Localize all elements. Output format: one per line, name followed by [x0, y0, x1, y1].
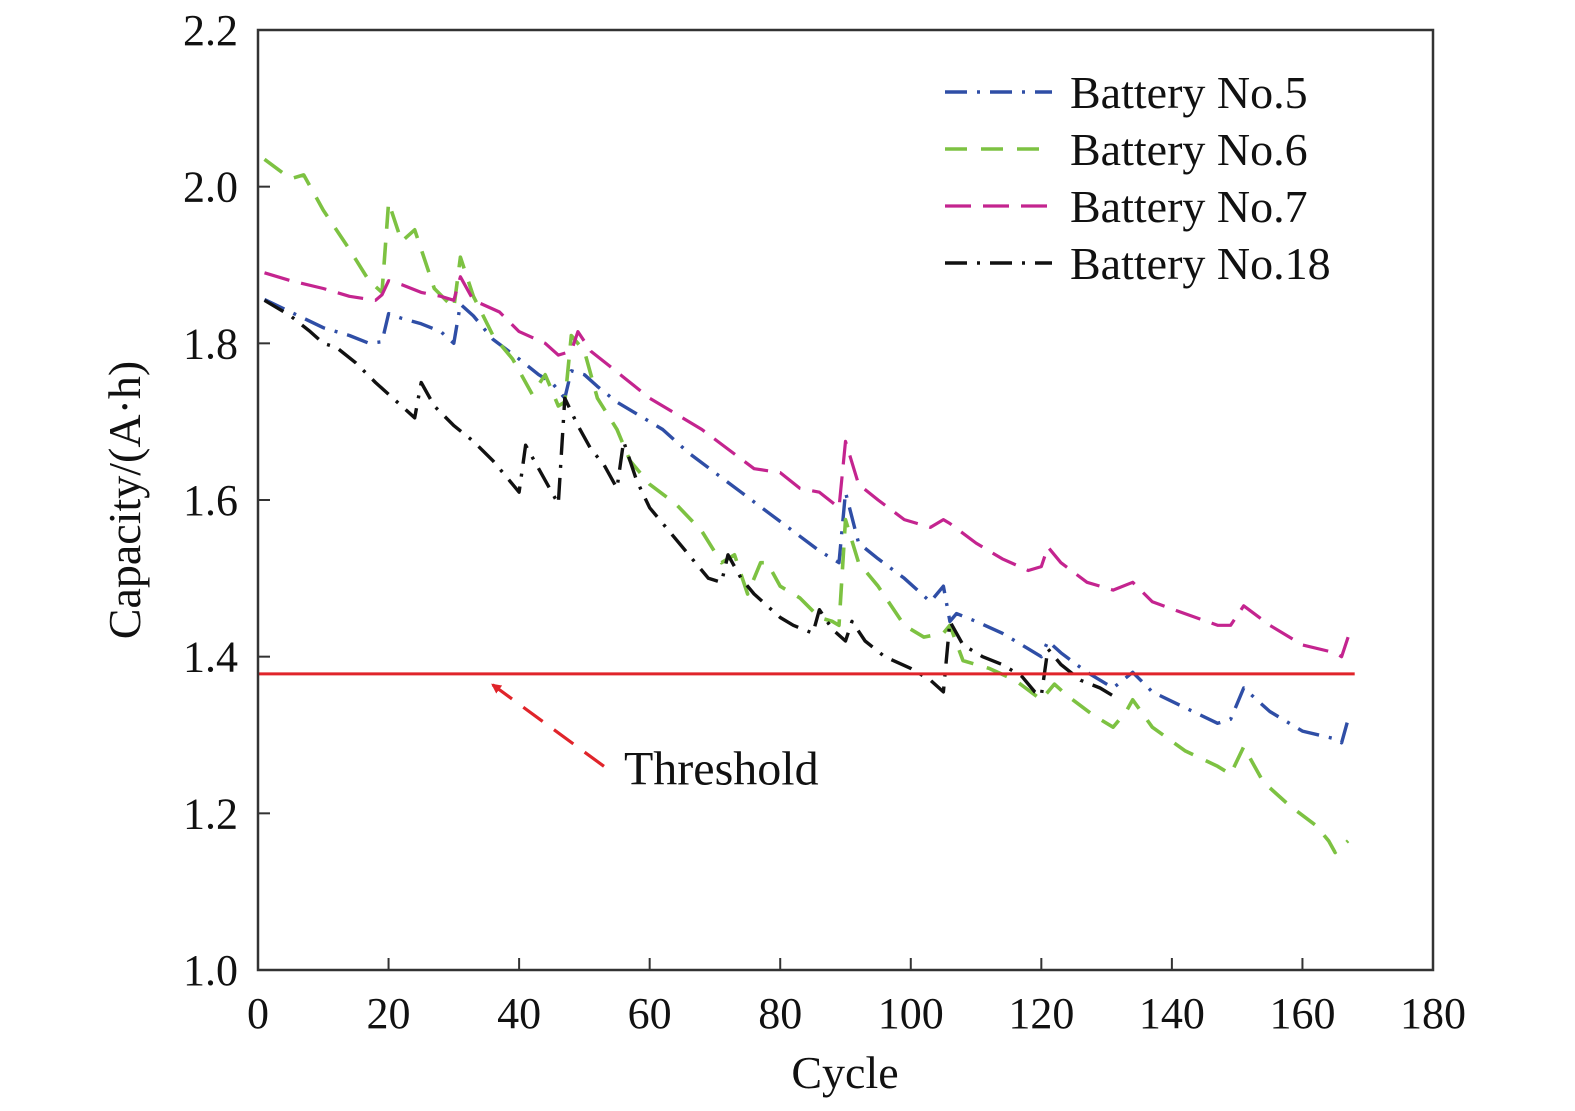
y-tick-label: 1.0: [183, 946, 238, 995]
series-line-battery-no-5: [263, 297, 1350, 745]
series-layer: [258, 157, 1355, 855]
series-line-battery-no-7: [264, 271, 1350, 659]
annotation-layer: Threshold: [490, 682, 819, 795]
x-tick-label: 100: [878, 989, 944, 1038]
legend-label: Battery No.7: [1070, 181, 1308, 232]
x-tick-label: 60: [628, 989, 672, 1038]
y-tick-label: 2.2: [183, 6, 238, 55]
x-tick-label: 120: [1008, 989, 1074, 1038]
y-tick-label: 1.8: [183, 319, 238, 368]
y-tick-label: 1.2: [183, 789, 238, 838]
series-line-battery-no-6: [263, 157, 1350, 855]
x-tick-label: 140: [1139, 989, 1205, 1038]
y-axis-title: Capacity/(A·h): [99, 361, 150, 639]
ticks-layer: 0 20 40 60 80 100 120 140 160 180 1.0 1.2 1.4 1.6 1.8 2…: [183, 6, 1466, 1038]
x-tick-label: 80: [758, 989, 802, 1038]
threshold-label: Threshold: [624, 742, 819, 795]
x-tick-label: 40: [497, 989, 541, 1038]
x-tick-label: 180: [1400, 989, 1466, 1038]
legend-label: Battery No.5: [1070, 67, 1308, 118]
x-tick-label: 160: [1269, 989, 1335, 1038]
x-tick-label: 20: [367, 989, 411, 1038]
y-tick-label: 1.6: [183, 476, 238, 525]
y-tick-label: 1.4: [183, 633, 238, 682]
threshold-arrow: [490, 682, 605, 768]
y-tick-label: 2.0: [183, 163, 238, 212]
series-line-battery-no-18: [263, 298, 1114, 698]
legend-label: Battery No.18: [1070, 238, 1331, 289]
x-axis-title: Cycle: [791, 1047, 898, 1098]
legend-label: Battery No.6: [1070, 124, 1308, 175]
legend: Battery No.5 Battery No.6 Battery No.7 Batt…: [945, 67, 1331, 289]
x-tick-label: 0: [247, 989, 269, 1038]
